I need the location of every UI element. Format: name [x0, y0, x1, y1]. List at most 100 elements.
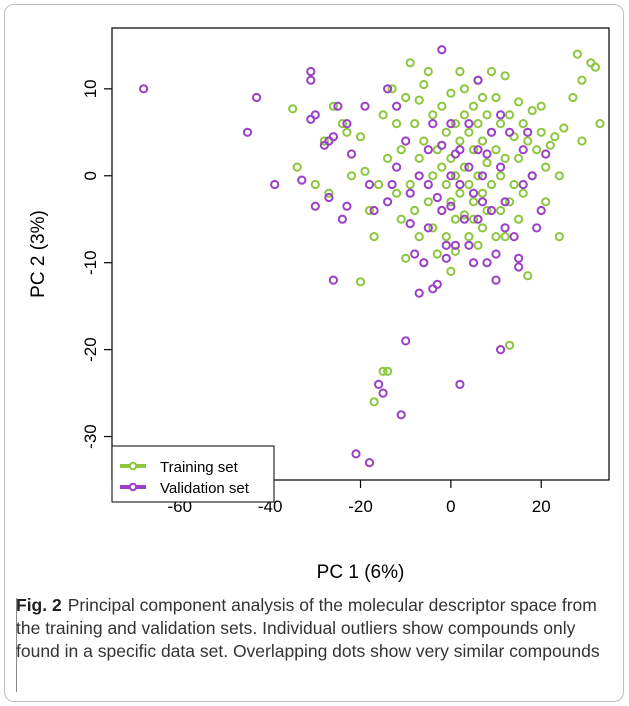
- point-training-77: [477, 188, 488, 198]
- point-training-4: [324, 188, 334, 198]
- point-validation-19: [346, 149, 357, 159]
- point-training-6: [337, 119, 347, 129]
- point-validation-81: [500, 197, 510, 207]
- point-training-111: [541, 162, 551, 172]
- point-validation-13: [328, 275, 338, 285]
- point-training-88: [496, 119, 506, 129]
- point-validation-26: [378, 388, 388, 398]
- point-training-79: [482, 110, 492, 120]
- point-training-49: [446, 88, 456, 98]
- point-validation-67: [473, 75, 483, 85]
- point-validation-39: [414, 288, 424, 298]
- point-training-120: [577, 136, 587, 146]
- y-tick-label: -20: [81, 337, 100, 362]
- y-tick-label: -10: [81, 250, 100, 275]
- point-training-31: [414, 95, 424, 105]
- point-training-104: [523, 136, 533, 146]
- point-training-52: [446, 266, 456, 276]
- point-training-92: [500, 153, 510, 163]
- point-validation-92: [541, 149, 551, 159]
- point-training-14: [369, 397, 379, 407]
- point-training-27: [405, 58, 415, 68]
- point-training-42: [432, 249, 442, 259]
- point-training-33: [414, 232, 424, 242]
- point-validation-47: [432, 279, 442, 289]
- point-training-101: [514, 214, 524, 224]
- point-training-7: [342, 127, 352, 137]
- point-validation-15: [333, 101, 343, 111]
- point-validation-27: [383, 84, 393, 94]
- point-validation-8: [310, 110, 320, 120]
- point-validation-78: [496, 345, 506, 355]
- point-training-75: [477, 92, 488, 103]
- point-validation-55: [446, 201, 456, 211]
- point-training-47: [441, 179, 451, 190]
- point-validation-33: [392, 101, 402, 111]
- point-training-66: [464, 232, 474, 242]
- point-training-10: [355, 277, 366, 287]
- point-validation-69: [473, 214, 483, 224]
- point-training-53: [450, 119, 460, 129]
- point-validation-14: [328, 132, 338, 142]
- point-training-95: [505, 197, 515, 207]
- point-training-18: [378, 110, 388, 120]
- point-validation-40: [419, 258, 429, 268]
- point-validation-68: [473, 145, 483, 155]
- point-training-86: [491, 145, 501, 155]
- point-validation-48: [437, 45, 447, 55]
- y-tick-label: 10: [81, 79, 100, 98]
- data-points: [139, 45, 605, 468]
- point-training-116: [559, 123, 569, 133]
- point-validation-60: [455, 179, 465, 190]
- point-training-68: [468, 145, 479, 155]
- point-training-37: [423, 66, 433, 77]
- point-training-100: [514, 153, 524, 163]
- y-axis-ticks: -30 -20 -10 0 10: [81, 79, 112, 449]
- point-training-124: [554, 232, 564, 242]
- point-validation-29: [387, 179, 397, 190]
- point-validation-31: [396, 410, 406, 420]
- point-training-117: [568, 92, 578, 103]
- point-validation-51: [441, 253, 451, 263]
- point-validation-0: [139, 84, 149, 94]
- point-validation-71: [477, 171, 488, 181]
- point-validation-61: [459, 214, 469, 224]
- point-training-30: [410, 205, 420, 216]
- point-training-89: [496, 171, 506, 181]
- point-validation-6: [306, 75, 316, 85]
- point-validation-74: [486, 127, 497, 137]
- point-training-56: [450, 246, 460, 256]
- point-training-74: [473, 240, 483, 250]
- point-training-60: [459, 84, 469, 94]
- point-training-123: [595, 119, 605, 129]
- point-training-76: [477, 136, 488, 146]
- point-validation-53: [446, 119, 456, 129]
- point-training-16: [383, 366, 393, 376]
- point-training-99: [514, 97, 524, 107]
- point-training-105: [523, 271, 533, 281]
- point-validation-17: [342, 119, 352, 129]
- point-training-112: [541, 197, 551, 207]
- legend-box: [111, 445, 275, 503]
- point-training-26: [401, 253, 411, 263]
- x-tick-label: 20: [532, 497, 551, 516]
- point-validation-77: [491, 275, 501, 285]
- point-training-29: [410, 119, 420, 129]
- point-training-11: [360, 166, 370, 176]
- point-training-61: [459, 110, 469, 120]
- point-training-19: [383, 153, 393, 163]
- point-training-85: [491, 92, 501, 103]
- point-validation-49: [437, 140, 447, 150]
- point-training-43: [437, 101, 447, 111]
- point-training-12: [364, 205, 375, 216]
- point-validation-70: [477, 197, 488, 207]
- point-validation-84: [514, 253, 524, 263]
- point-training-113: [545, 140, 555, 150]
- point-validation-83: [509, 232, 519, 242]
- point-training-63: [459, 210, 469, 220]
- point-training-82: [486, 66, 497, 77]
- point-training-64: [464, 127, 474, 137]
- y-tick-label: -30: [81, 424, 100, 449]
- point-training-25: [401, 92, 411, 103]
- point-validation-16: [337, 214, 347, 224]
